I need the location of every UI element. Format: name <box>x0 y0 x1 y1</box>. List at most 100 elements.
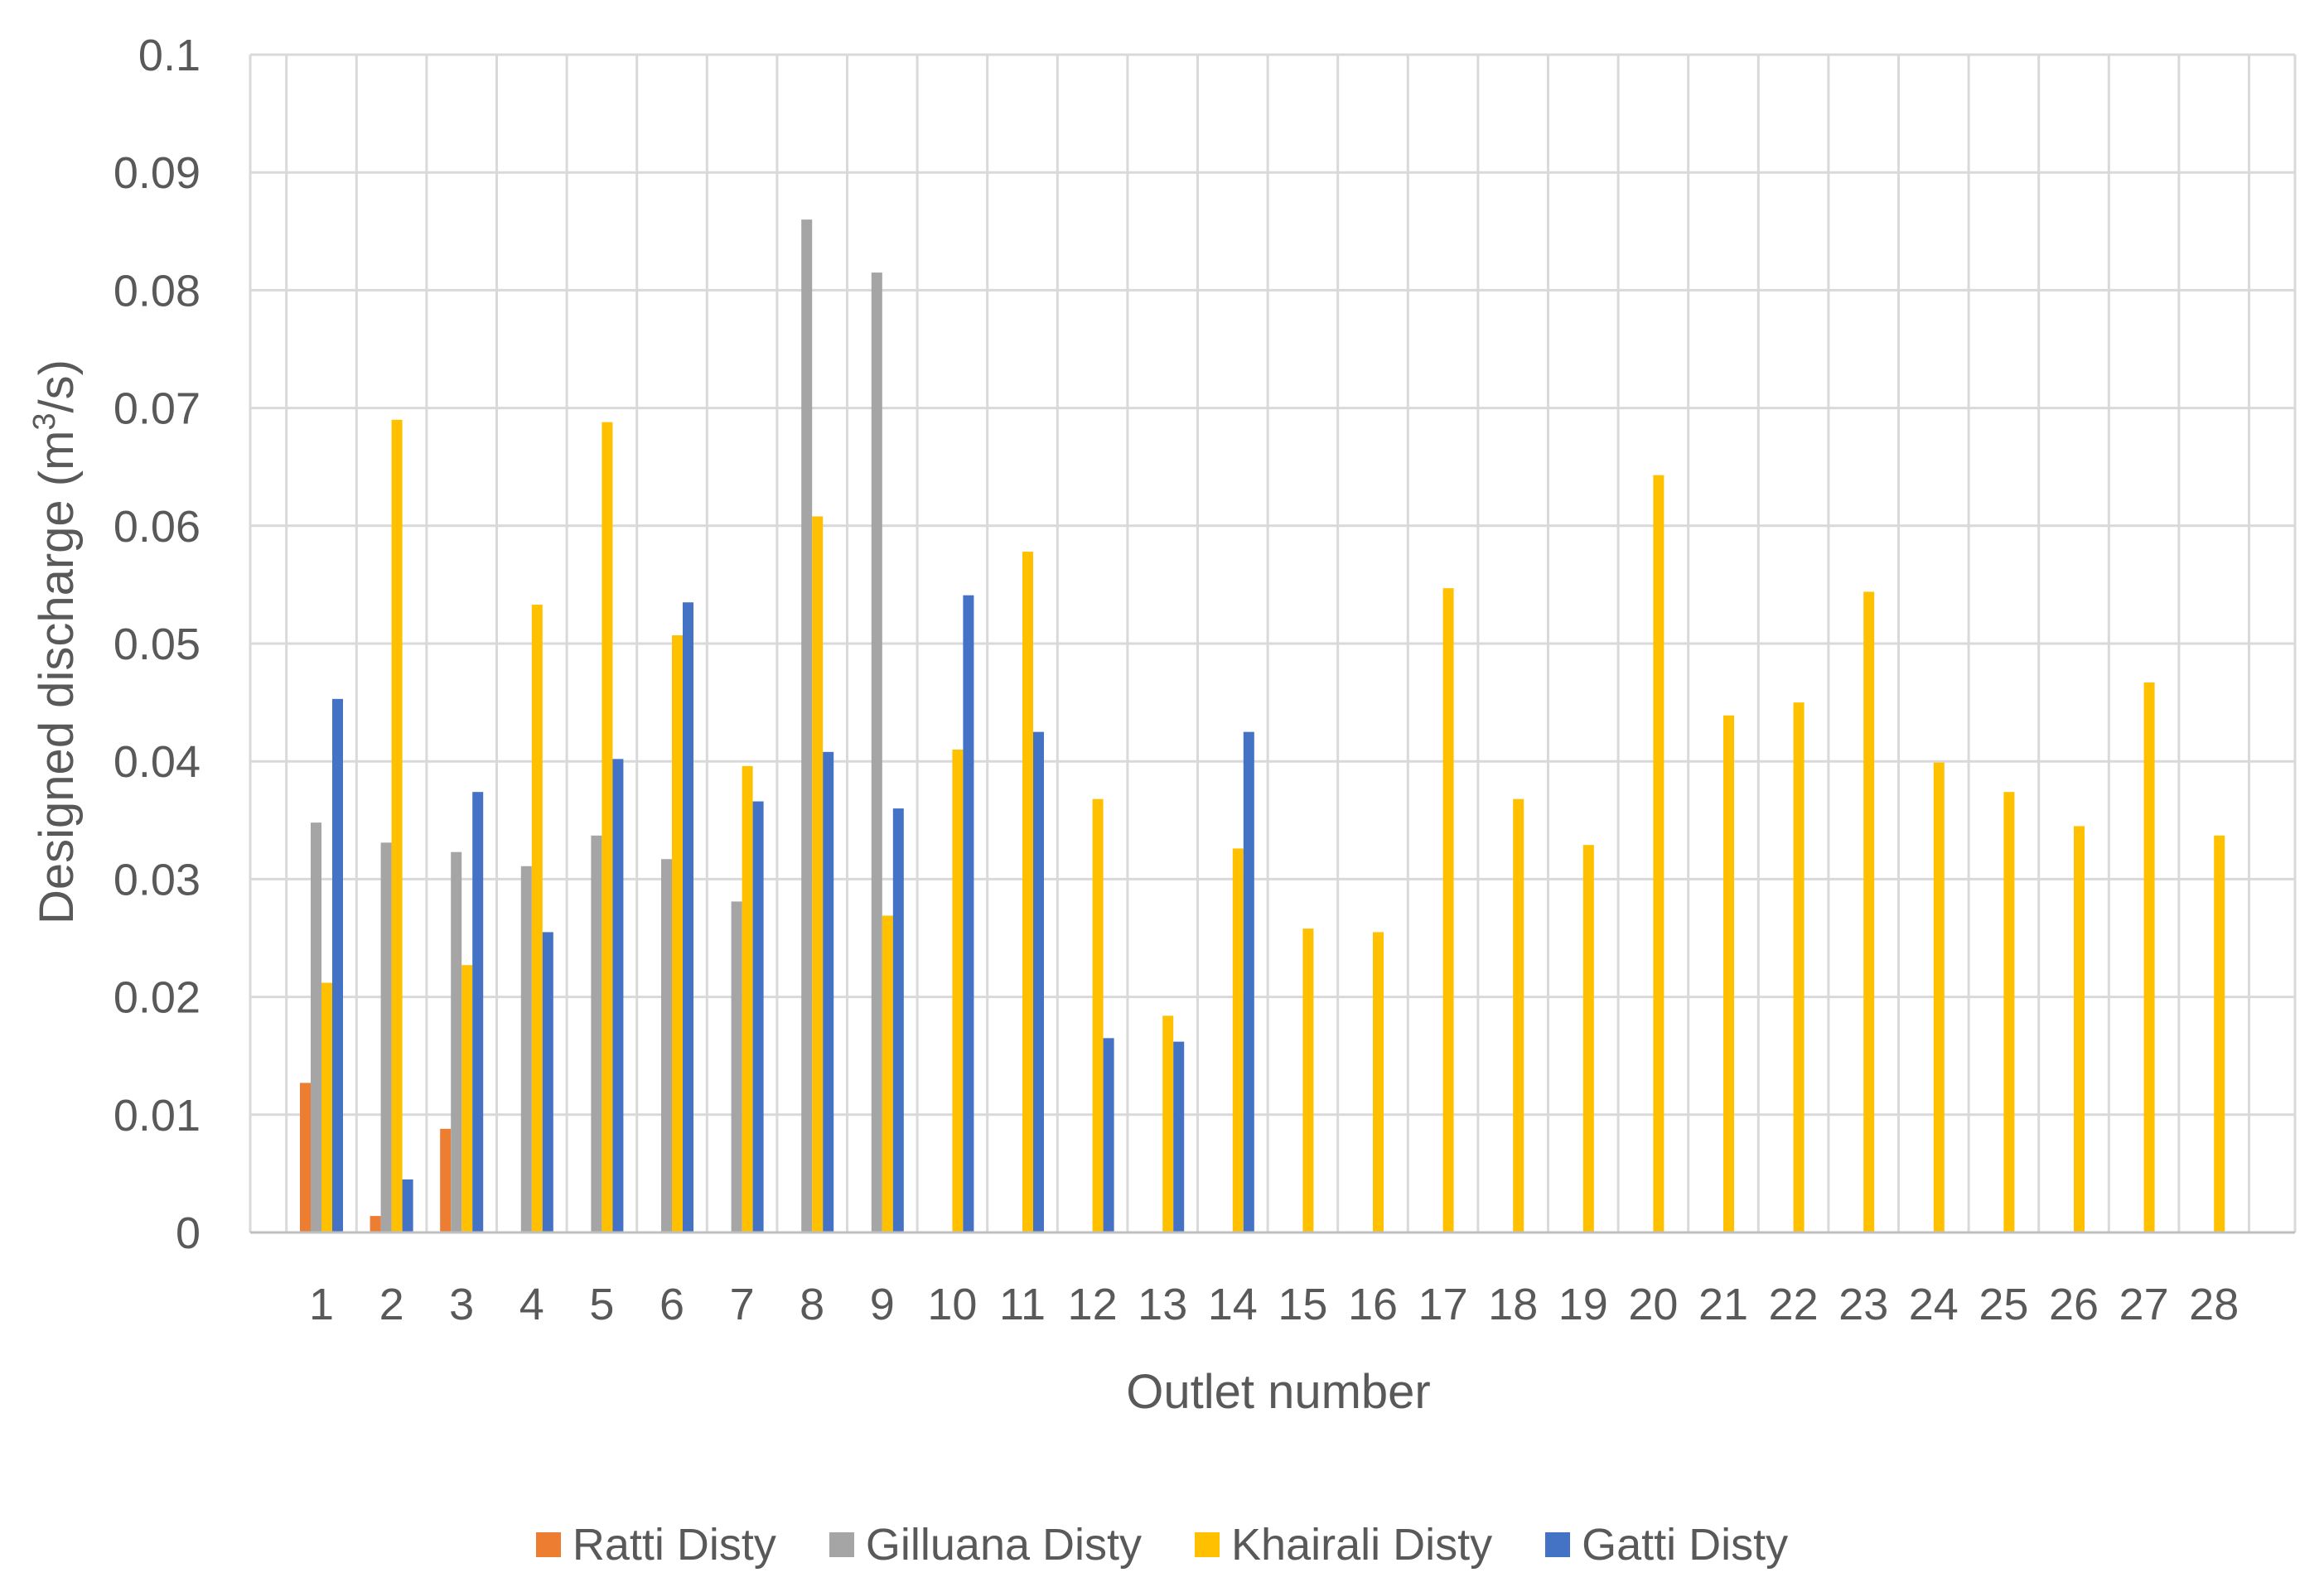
y-axis-title-main: Designed discharge (m <box>30 431 84 924</box>
bar <box>1582 845 1594 1232</box>
x-tick-label: 16 <box>1348 1280 1398 1329</box>
x-tick-label: 1 <box>309 1280 334 1329</box>
bar <box>1653 475 1664 1232</box>
bar <box>311 822 321 1232</box>
x-tick-label: 28 <box>2189 1280 2239 1329</box>
y-tick-label: 0.01 <box>114 1091 201 1141</box>
y-tick-label: 0.09 <box>114 148 201 198</box>
x-axis-title: Outlet number <box>1126 1365 1431 1419</box>
y-tick-label: 0.1 <box>138 31 201 80</box>
bars <box>300 219 2225 1233</box>
bar <box>801 219 813 1233</box>
bar <box>2143 682 2155 1232</box>
bar <box>742 765 753 1232</box>
bar <box>2214 835 2225 1232</box>
y-axis-title: Designed discharge (m3/s) <box>27 359 84 924</box>
bar <box>672 635 683 1232</box>
legend-label: Gatti Disty <box>1582 1520 1789 1570</box>
bar <box>823 751 834 1232</box>
legend-label: Khairali Disty <box>1231 1520 1493 1570</box>
bar <box>461 965 473 1232</box>
y-tick-label: 0.03 <box>114 855 201 904</box>
bar <box>370 1216 381 1232</box>
x-axis-ticks: 1 2 3 4 5 6 7 8 9 10 11 12 13 14 15 16 17 18 19 20 21 22 23 24 2… <box>309 1280 2239 1329</box>
legend-item: Khairali Disty <box>1195 1519 1492 1570</box>
x-tick-label: 19 <box>1558 1280 1608 1329</box>
y-tick-label: 0.08 <box>114 266 201 316</box>
bar <box>1243 731 1254 1232</box>
x-tick-label: 5 <box>589 1280 614 1329</box>
x-tick-label: 22 <box>1769 1280 1819 1329</box>
x-tick-label: 7 <box>730 1280 755 1329</box>
legend-label: Ratti Disty <box>572 1520 776 1570</box>
bar <box>661 859 672 1232</box>
x-tick-label: 13 <box>1138 1280 1187 1329</box>
y-axis-title-end: /s) <box>30 359 84 412</box>
x-tick-label: 23 <box>1838 1280 1888 1329</box>
x-tick-label: 4 <box>519 1280 544 1329</box>
bar <box>2074 826 2085 1232</box>
bar <box>882 915 893 1232</box>
x-tick-label: 2 <box>379 1280 404 1329</box>
y-tick-label: 0.02 <box>114 973 201 1023</box>
bar <box>1442 588 1454 1232</box>
bar <box>1863 591 1875 1232</box>
bar <box>2003 792 2015 1232</box>
bar <box>591 835 602 1232</box>
bar <box>332 698 343 1232</box>
legend-swatch <box>1545 1532 1571 1557</box>
bar <box>1793 702 1805 1232</box>
x-tick-label: 27 <box>2119 1280 2169 1329</box>
bar <box>472 792 484 1232</box>
x-tick-label: 6 <box>660 1280 684 1329</box>
bar <box>520 866 532 1232</box>
x-tick-label: 21 <box>1698 1280 1748 1329</box>
bar <box>531 605 543 1232</box>
x-tick-label: 12 <box>1068 1280 1118 1329</box>
y-tick-label: 0.06 <box>114 502 201 552</box>
y-axis-ticks: 0 0.01 0.02 0.03 0.04 0.05 0.06 0.07 0.08 0.09 0.1 <box>114 31 201 1258</box>
x-tick-label: 24 <box>1909 1280 1959 1329</box>
x-tick-label: 10 <box>927 1280 977 1329</box>
bar <box>1723 715 1734 1232</box>
bar <box>300 1083 311 1232</box>
bar <box>542 932 553 1232</box>
x-tick-label: 25 <box>1979 1280 2028 1329</box>
x-tick-label: 9 <box>870 1280 895 1329</box>
bar <box>402 1179 413 1232</box>
legend-swatch <box>535 1532 561 1557</box>
x-tick-label: 14 <box>1208 1280 1258 1329</box>
y-tick-label: 0.07 <box>114 384 201 434</box>
bar <box>871 273 882 1232</box>
bar <box>1103 1038 1114 1232</box>
bar <box>1513 798 1524 1232</box>
bar <box>963 595 974 1232</box>
bar <box>952 749 964 1232</box>
x-tick-label: 11 <box>999 1280 1046 1329</box>
bar <box>612 759 624 1232</box>
bar <box>731 901 742 1232</box>
bar <box>892 808 904 1232</box>
bar <box>380 842 392 1232</box>
x-tick-label: 20 <box>1628 1280 1678 1329</box>
bar <box>1232 848 1244 1232</box>
bar <box>1302 928 1314 1232</box>
bar <box>1373 932 1384 1232</box>
legend-item: Ratti Disty <box>535 1519 776 1570</box>
bar <box>391 419 403 1232</box>
bar <box>451 851 462 1232</box>
legend-label: Gilluana Disty <box>865 1520 1143 1570</box>
bar <box>602 422 613 1232</box>
y-axis-title-superscript: 3 <box>27 412 62 430</box>
bar <box>1033 731 1044 1232</box>
y-tick-label: 0.05 <box>114 620 201 669</box>
legend-swatch <box>829 1532 854 1557</box>
legend-item: Gilluana Disty <box>829 1519 1142 1570</box>
x-tick-label: 15 <box>1278 1280 1327 1329</box>
x-tick-label: 18 <box>1488 1280 1538 1329</box>
x-tick-label: 17 <box>1418 1280 1468 1329</box>
y-tick-label: 0.04 <box>114 737 201 787</box>
x-tick-label: 26 <box>2049 1280 2099 1329</box>
bar <box>683 602 693 1232</box>
